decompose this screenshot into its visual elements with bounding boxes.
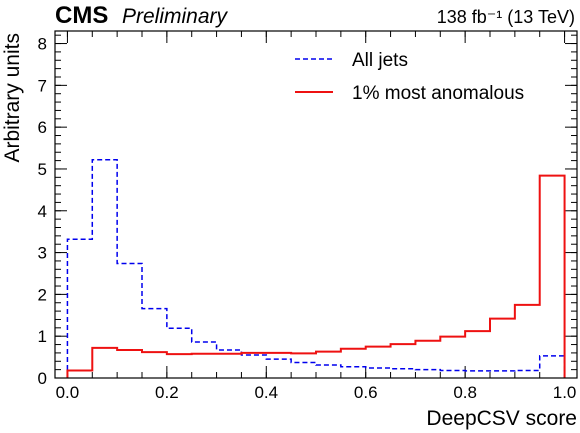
x-tick-label: 1.0 xyxy=(553,383,577,402)
legend-label-all-jets: All jets xyxy=(352,50,408,71)
y-tick-label: 0 xyxy=(38,369,47,388)
y-tick-label: 8 xyxy=(38,35,47,54)
y-tick-label: 5 xyxy=(38,160,47,179)
legend-label-most-anomalous: 1% most anomalous xyxy=(352,83,524,104)
histogram-series-0 xyxy=(66,159,566,378)
y-tick-label: 1 xyxy=(38,327,47,346)
luminosity-label: 138 fb⁻¹ (13 TeV) xyxy=(437,7,575,27)
x-tick-label: 0.2 xyxy=(155,383,179,402)
x-tick-label: 0.6 xyxy=(354,383,378,402)
x-tick-label: 0.4 xyxy=(254,383,278,402)
y-tick-label: 2 xyxy=(38,285,47,304)
x-axis-label: DeepCSV score xyxy=(426,407,577,430)
y-tick-label: 4 xyxy=(38,202,47,221)
y-tick-label: 7 xyxy=(38,76,47,95)
x-tick-label: 0.8 xyxy=(453,383,477,402)
x-tick-label: 0.0 xyxy=(56,383,80,402)
histogram-series-1 xyxy=(66,174,566,378)
experiment-label: CMS xyxy=(55,2,108,29)
y-tick-label: 6 xyxy=(38,118,47,137)
histogram-series xyxy=(66,159,566,378)
plot-frame xyxy=(54,30,578,379)
y-axis-label: Arbitrary units xyxy=(1,33,24,163)
status-label: Preliminary xyxy=(122,5,229,28)
legend: All jets 1% most anomalous xyxy=(295,50,524,104)
y-tick-label: 3 xyxy=(38,244,47,263)
